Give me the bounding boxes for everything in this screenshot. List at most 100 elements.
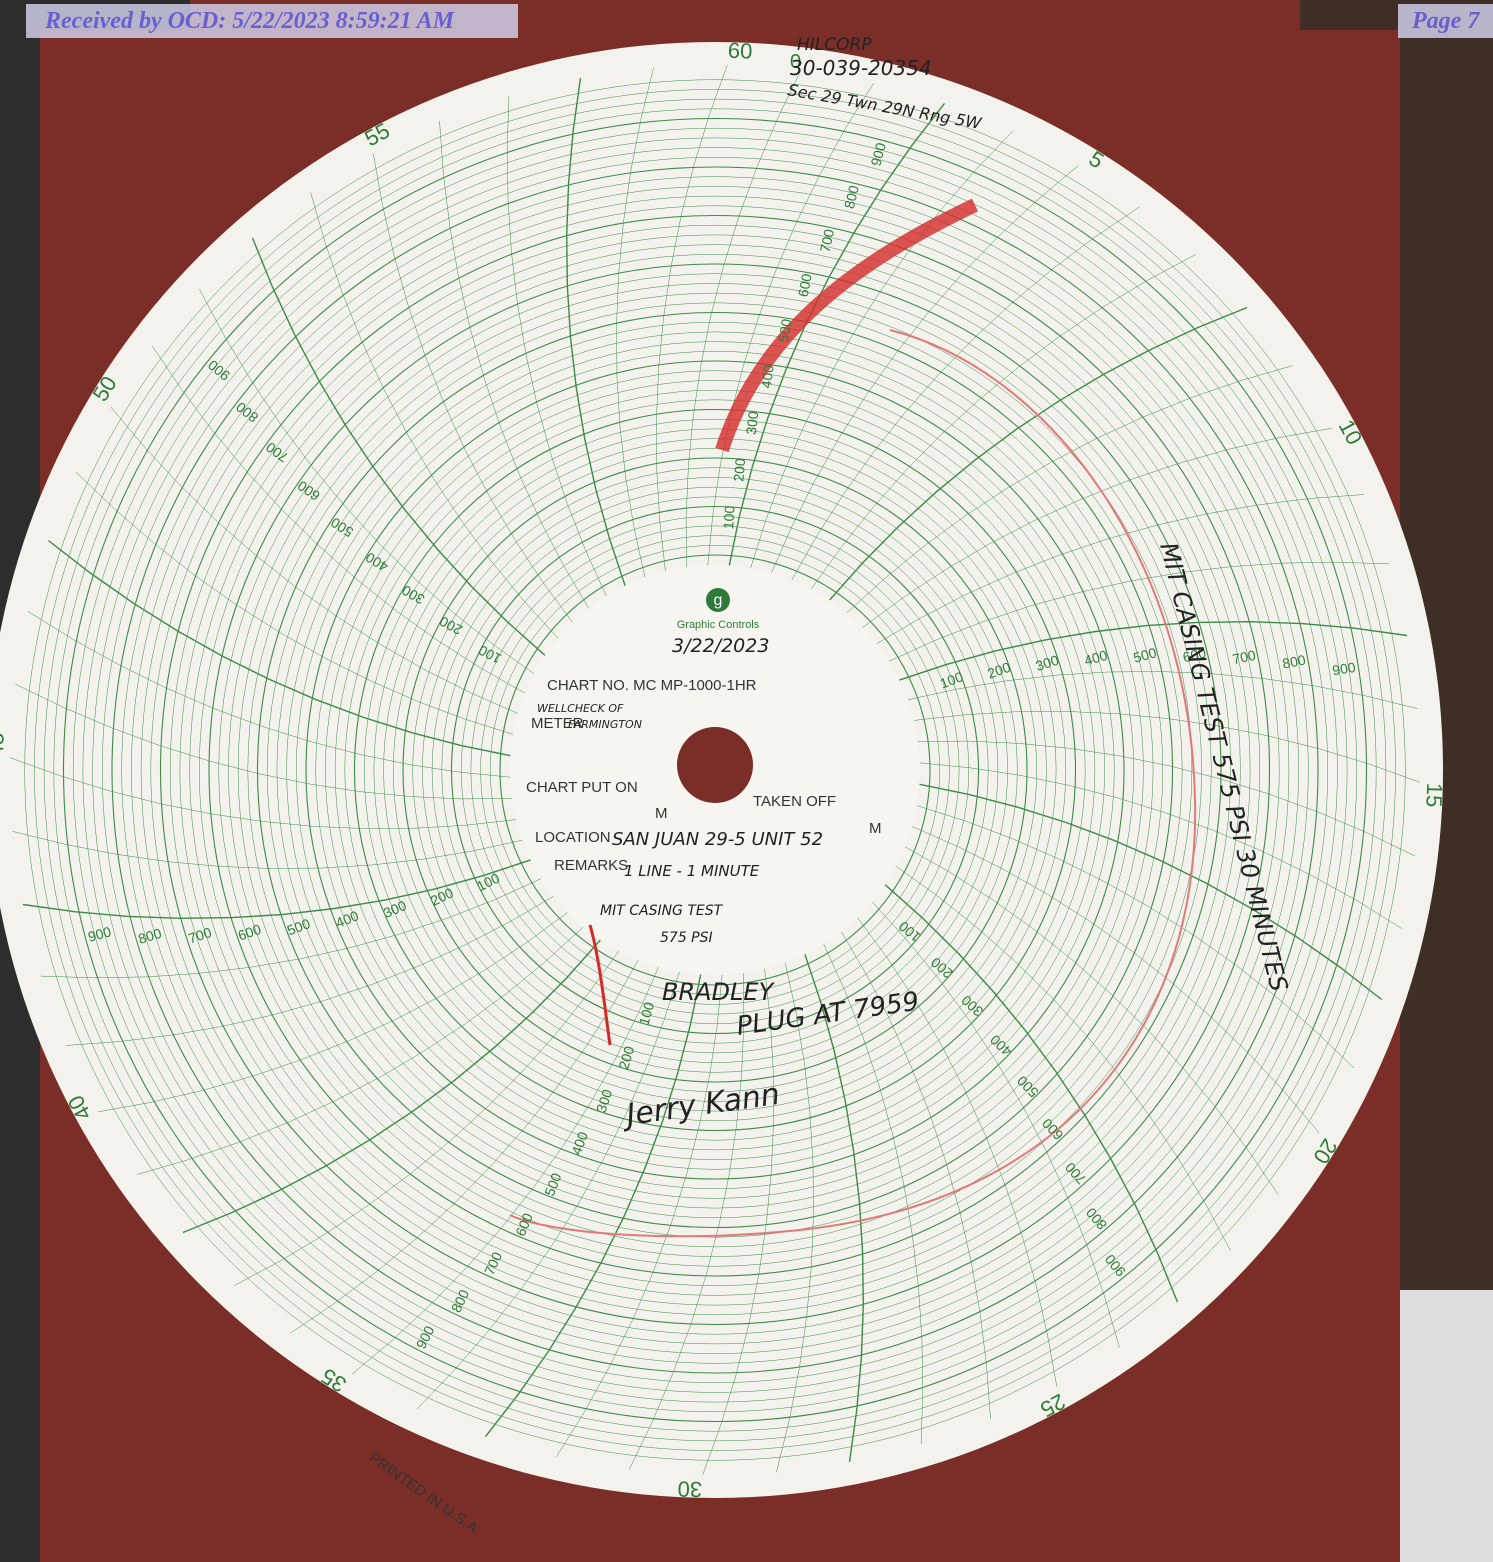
pressure-label: 900 — [867, 141, 889, 168]
grid-radial — [372, 153, 573, 623]
grid — [10, 65, 1420, 1475]
grid-ring — [266, 321, 1164, 1219]
grid-radial — [47, 539, 511, 757]
grid-radial — [484, 974, 702, 1438]
grid-ring — [53, 108, 1377, 1432]
grid-radial — [919, 783, 1383, 1001]
pressure-label: 800 — [136, 925, 163, 947]
taken-off: TAKEN OFF — [753, 793, 836, 810]
minute-label: 30 — [677, 1476, 702, 1502]
grid-ring — [441, 496, 989, 1044]
m: M — [655, 805, 668, 822]
maker: Graphic Controls — [677, 619, 760, 631]
grid-radial — [416, 971, 680, 1410]
grid-radial — [182, 939, 601, 1234]
grid-radial — [791, 206, 1140, 581]
grid-radial — [707, 82, 874, 566]
grid-radial — [876, 494, 1365, 645]
location-label: LOCATION — [535, 829, 611, 846]
grid-radial — [75, 471, 514, 735]
grid-ring — [422, 477, 1008, 1063]
grid-ring — [480, 535, 950, 1005]
grid-ring — [199, 254, 1231, 1286]
grid-radial — [151, 345, 526, 694]
grid-ring — [470, 525, 960, 1015]
grid-radial — [904, 846, 1279, 1195]
grid-ring — [102, 157, 1328, 1383]
grid-radial — [888, 561, 1390, 662]
grid-radial — [862, 427, 1332, 628]
grid-radial — [15, 683, 513, 800]
grid-ring — [460, 515, 970, 1025]
grid-ring — [353, 408, 1077, 1132]
grid-radial — [913, 711, 1420, 783]
grid-ring — [334, 389, 1096, 1151]
grid-ring — [150, 205, 1280, 1335]
pressure-label: 300 — [593, 1087, 616, 1114]
meter-value: WELLCHECK OF — [537, 702, 624, 715]
grid-ring — [412, 467, 1018, 1073]
pressure-label: 400 — [758, 364, 777, 390]
grid-radial — [506, 95, 607, 597]
pressure-label: 800 — [841, 184, 862, 211]
grid-radial — [702, 968, 774, 1475]
grid-radial — [840, 931, 991, 1420]
grid-radial — [251, 237, 546, 656]
grid-radial — [656, 65, 728, 572]
pressure-label: 600 — [1181, 644, 1208, 665]
grid-ring — [344, 399, 1086, 1141]
grid-radial — [290, 959, 639, 1334]
pressure-label: 500 — [1132, 644, 1159, 665]
grid-radial — [884, 884, 1179, 1303]
pressure-label: 300 — [743, 410, 761, 435]
chart-no: CHART NO. MC MP-1000-1HR — [547, 677, 757, 694]
pressure-label: 100 — [720, 505, 737, 529]
grid-ring — [62, 117, 1368, 1423]
zero-label: 0 — [790, 51, 801, 73]
grid-radial — [685, 70, 802, 568]
grid-ring — [208, 263, 1222, 1277]
pressure-label: 400 — [1082, 647, 1109, 669]
grid-radial — [628, 972, 745, 1470]
grid-radial — [916, 805, 1355, 1069]
grid-radial — [823, 943, 924, 1445]
center-hole — [677, 727, 753, 803]
grid-radial — [351, 966, 659, 1375]
grid-ring — [383, 438, 1047, 1102]
grid-radial — [919, 762, 1403, 929]
grid-ring — [247, 302, 1183, 1238]
grid-ring — [92, 147, 1338, 1393]
grid-radial — [871, 901, 1120, 1348]
meter-label: METER — [531, 715, 584, 732]
stamp-bg — [1398, 4, 1493, 38]
pressure-label: 900 — [1331, 659, 1357, 679]
grid-radial — [27, 611, 511, 778]
grid-ring — [256, 311, 1174, 1229]
grid-radial — [40, 878, 542, 979]
grid-ring — [402, 457, 1028, 1083]
grid-ring — [431, 486, 999, 1054]
grid-ring — [169, 224, 1261, 1316]
grid-ring — [228, 283, 1202, 1257]
pressure-label: 100 — [636, 1000, 658, 1027]
grid-radial — [22, 859, 531, 920]
test: MIT CASING TEST — [600, 903, 724, 919]
pressure-label: 500 — [541, 1170, 564, 1198]
grid-ring — [276, 331, 1154, 1209]
pen-trace — [509, 329, 1197, 1238]
m: M — [869, 820, 882, 837]
pressure-label: 500 — [285, 915, 313, 938]
grid-ring — [393, 448, 1037, 1092]
remarks-label: REMARKS — [554, 857, 628, 874]
pressure-label: 600 — [795, 272, 815, 298]
grid-radial — [776, 962, 814, 1473]
pressure-label: 200 — [985, 659, 1013, 682]
company: HILCORP — [797, 35, 872, 55]
grid-radial — [110, 406, 519, 714]
minute-label: 60 — [727, 38, 752, 64]
grid-radial — [565, 77, 626, 586]
pressure-label: 200 — [730, 457, 748, 482]
grid-ring — [286, 341, 1144, 1199]
grid-ring — [305, 360, 1125, 1180]
date: 3/22/2023 — [672, 635, 769, 657]
